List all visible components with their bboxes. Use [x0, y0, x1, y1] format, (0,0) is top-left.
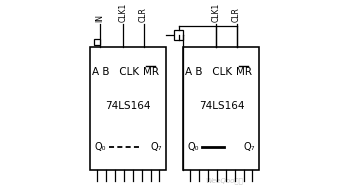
Text: MR: MR	[143, 67, 159, 77]
Text: 74LS164: 74LS164	[105, 101, 151, 111]
Text: A B   CLK: A B CLK	[92, 67, 139, 77]
Text: IN: IN	[95, 14, 104, 22]
Text: WeeQoo维库: WeeQoo维库	[205, 178, 243, 184]
Text: Q₀: Q₀	[95, 142, 107, 152]
Text: CLR: CLR	[139, 7, 148, 22]
Bar	[91, 47, 166, 170]
Text: MR: MR	[236, 67, 252, 77]
Text: CLK1: CLK1	[212, 3, 221, 22]
Bar	[184, 47, 259, 170]
Bar	[94, 39, 100, 45]
Text: A B   CLK: A B CLK	[185, 67, 232, 77]
Text: 74LS164: 74LS164	[198, 101, 244, 111]
Text: CLK1: CLK1	[119, 3, 128, 22]
Text: CLR: CLR	[232, 7, 241, 22]
Text: Q₀: Q₀	[188, 142, 200, 152]
Text: Q₇: Q₇	[243, 142, 255, 152]
Text: Q₇: Q₇	[150, 142, 162, 152]
Bar	[175, 30, 184, 40]
